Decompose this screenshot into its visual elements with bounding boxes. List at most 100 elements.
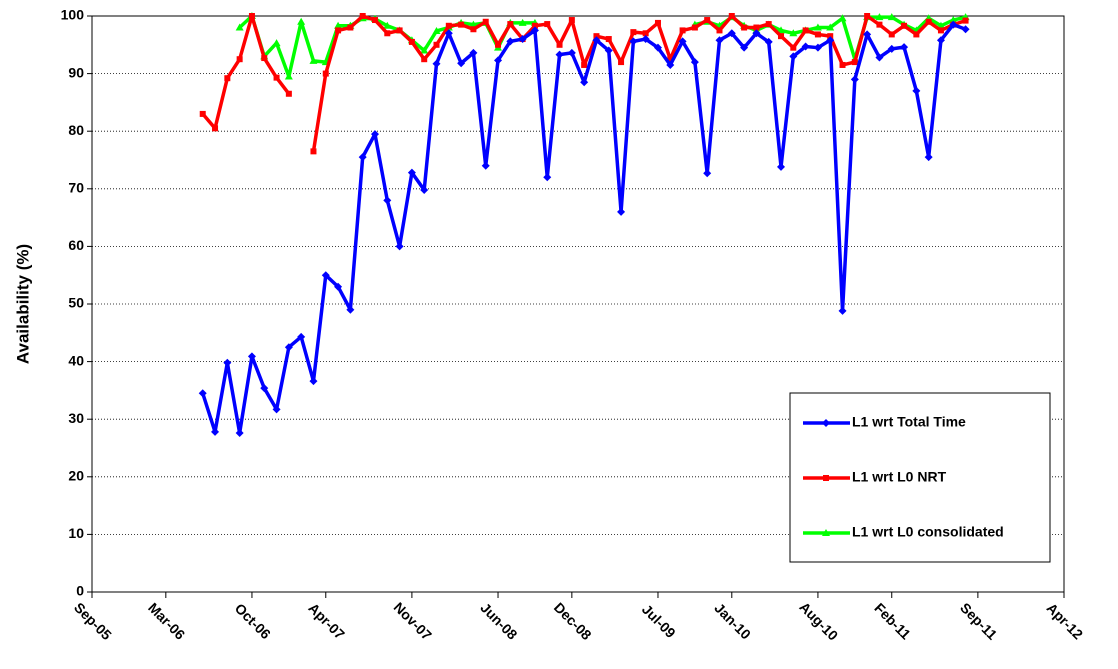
marker [261,55,268,62]
marker [555,50,564,59]
marker [334,282,343,291]
x-tick-label: Jul-09 [639,601,679,641]
marker [887,44,896,53]
marker [567,48,576,57]
y-tick-label: 0 [76,583,84,599]
marker [605,36,612,43]
marker [396,27,403,34]
marker [764,37,773,46]
marker [912,86,921,95]
marker [212,125,219,132]
marker [223,358,232,367]
marker [518,18,527,26]
y-tick-label: 20 [68,468,84,484]
marker [310,148,317,155]
marker [297,332,306,341]
marker [495,41,502,48]
x-tick-label: Dec-08 [551,599,595,643]
marker [384,30,391,37]
x-tick-label: Jun-08 [477,599,520,642]
marker [383,196,392,205]
marker [580,78,589,87]
y-tick-label: 100 [61,7,85,23]
marker [888,31,895,38]
marker [371,17,378,24]
marker [716,27,723,34]
marker [802,27,809,34]
marker [224,75,231,82]
marker [789,52,798,61]
marker [801,42,810,51]
marker [851,59,858,66]
marker [936,36,945,45]
marker [629,37,638,46]
marker [445,22,452,29]
marker [347,24,354,31]
marker [827,33,834,40]
marker [458,21,465,28]
marker [235,23,244,31]
marker [297,17,306,25]
marker [444,29,453,38]
marker [826,36,835,45]
marker [777,162,786,171]
marker [728,13,735,19]
x-tick-label: Jan-10 [711,600,754,643]
y-tick-label: 90 [68,64,84,80]
marker [507,21,514,28]
marker [913,31,920,38]
y-axis-label: Availability (%) [13,244,32,364]
marker [322,70,329,77]
marker [900,43,909,52]
marker [617,207,626,216]
y-tick-label: 50 [68,295,84,311]
legend-label: L1 wrt Total Time [852,414,966,430]
marker [641,35,650,44]
y-tick-label: 70 [68,180,84,196]
marker [469,48,478,57]
marker [235,429,244,438]
marker [875,53,884,62]
legend-label: L1 wrt L0 consolidated [852,524,1004,540]
marker [321,271,330,280]
marker [248,13,255,19]
marker [949,16,958,24]
marker [408,38,415,45]
marker [826,23,835,31]
marker [421,56,428,63]
marker [822,529,830,536]
marker [272,405,281,414]
marker [518,35,527,44]
marker [260,384,269,393]
marker [457,59,466,68]
y-tick-label: 40 [68,352,84,368]
marker [482,18,489,25]
marker [790,44,797,51]
marker [777,26,786,34]
marker [704,17,711,24]
x-tick-label: Sep-05 [71,599,115,643]
marker [887,13,896,21]
marker [407,168,416,177]
marker [901,22,908,29]
marker [875,13,884,21]
marker [962,17,969,24]
marker [556,41,563,48]
marker [211,427,220,436]
x-tick-label: Apr-07 [305,600,348,643]
marker [199,110,206,117]
x-tick-label: Feb-11 [871,600,914,643]
marker [285,90,292,97]
marker [653,43,662,52]
marker [470,26,477,33]
marker [309,56,318,64]
marker [679,27,686,34]
marker [789,29,798,37]
marker [727,29,736,38]
marker [284,72,293,80]
plot-border [91,15,1065,593]
marker [273,74,280,81]
marker [691,24,698,31]
marker [334,21,343,29]
marker [383,21,392,29]
